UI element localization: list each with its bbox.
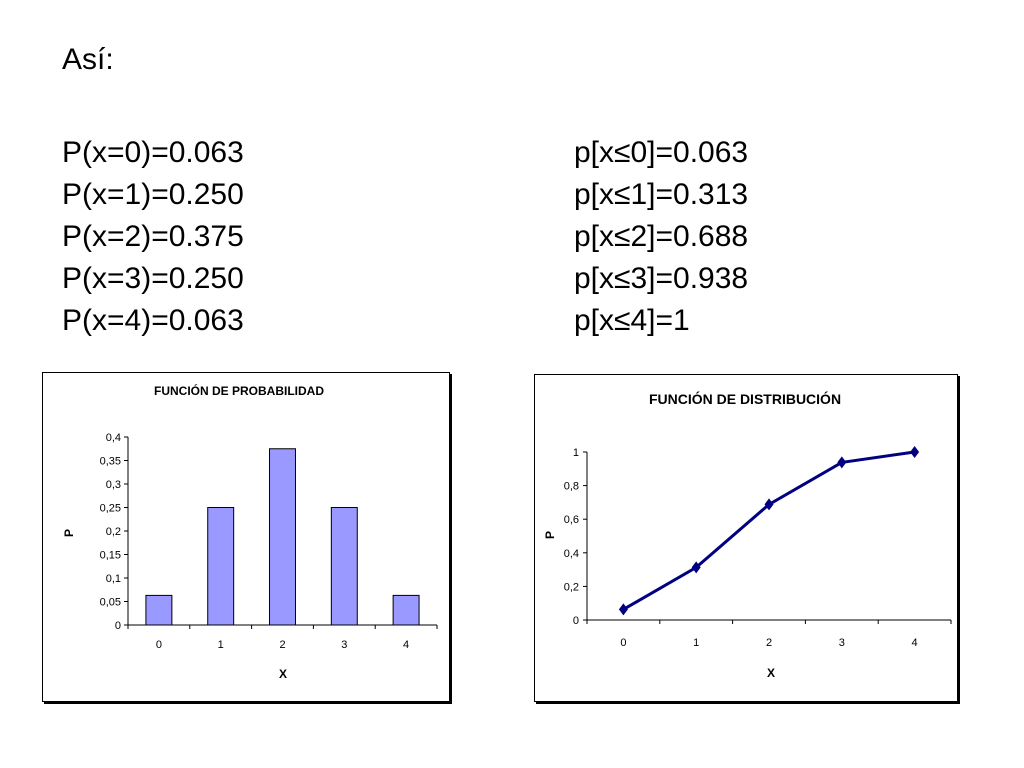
y-tick-label: 0,4 (564, 548, 579, 560)
data-point-marker (837, 456, 847, 469)
x-tick-label: 4 (912, 637, 918, 649)
y-tick-label: 0,6 (564, 514, 579, 526)
y-tick-label: 0,05 (100, 597, 121, 609)
chart-title: FUNCIÓN DE PROBABILIDAD (154, 383, 324, 398)
x-tick-label: 3 (839, 637, 845, 649)
bar (330, 507, 358, 626)
probability-chart: FUNCIÓN DE PROBABILIDAD X P 0 0,05 0,1 0,15… (42, 372, 450, 702)
bar (145, 594, 173, 626)
y-axis-label: P (543, 531, 557, 539)
probability-line: P(x=4)=0.063 (62, 304, 244, 337)
y-tick-label: 0,1 (106, 573, 121, 585)
x-tick-label: 3 (341, 639, 347, 651)
x-tick-label: 0 (156, 639, 162, 651)
probability-line: P(x=0)=0.063 (62, 136, 244, 169)
y-tick-label: 0,15 (100, 550, 121, 562)
x-tick-label: 1 (693, 637, 699, 649)
y-tick-label: 0,8 (564, 481, 579, 493)
data-point-marker (691, 561, 701, 574)
y-tick-label: 0,25 (100, 503, 121, 515)
x-axis-label: X (767, 666, 775, 680)
y-tick-label: 0,3 (106, 479, 121, 491)
bar (269, 448, 296, 626)
data-point-marker (764, 498, 774, 511)
data-point-marker (910, 446, 920, 458)
cumulative-line: p[x≤1]=0.313 (574, 178, 749, 211)
x-tick-label: 0 (620, 637, 626, 649)
y-tick-label: 0,2 (106, 526, 121, 538)
probability-values-list: P(x=0)=0.063 P(x=1)=0.250 P(x=2)=0.375 P… (62, 132, 244, 342)
y-tick-label: 0,2 (564, 581, 579, 593)
cumulative-line: p[x≤3]=0.938 (574, 262, 749, 295)
cumulative-line: p[x≤0]=0.063 (574, 136, 749, 169)
x-axis-label: X (279, 667, 287, 681)
probability-chart-svg: FUNCIÓN DE PROBABILIDAD X P 0 0,05 0,1 0,15… (62, 383, 438, 681)
x-tick-label: 2 (766, 637, 772, 649)
y-tick-label: 0 (115, 620, 121, 632)
cumulative-values-list: p[x≤0]=0.063 p[x≤1]=0.313 p[x≤2]=0.688 p… (574, 132, 748, 342)
distribution-chart: FUNCIÓN DE DISTRIBUCIÓN X P 0 0,2 0,4 0,6 0,… (534, 374, 958, 702)
y-tick-label: 0 (573, 615, 579, 627)
x-tick-label: 2 (279, 639, 285, 651)
y-tick-label: 0,35 (100, 456, 121, 468)
x-tick-label: 4 (403, 639, 409, 651)
cumulative-line: p[x≤2]=0.688 (574, 220, 749, 253)
distribution-chart-svg: FUNCIÓN DE DISTRIBUCIÓN X P 0 0,2 0,4 0,6 0,… (543, 390, 952, 680)
data-point-marker (618, 603, 628, 616)
bar (207, 507, 235, 626)
cumulative-line: p[x≤4]=1 (574, 304, 690, 337)
chart-title: FUNCIÓN DE DISTRIBUCIÓN (649, 390, 841, 407)
x-tick-label: 1 (218, 639, 224, 651)
probability-line: P(x=2)=0.375 (62, 220, 244, 253)
bar (392, 594, 420, 626)
y-tick-label: 1 (573, 447, 579, 459)
probability-line: P(x=3)=0.250 (62, 262, 244, 295)
heading: Así: (62, 43, 114, 76)
probability-line: P(x=1)=0.250 (62, 178, 244, 211)
y-axis-label: P (62, 529, 76, 537)
y-tick-label: 0,4 (106, 432, 121, 444)
series-line (622, 450, 915, 611)
